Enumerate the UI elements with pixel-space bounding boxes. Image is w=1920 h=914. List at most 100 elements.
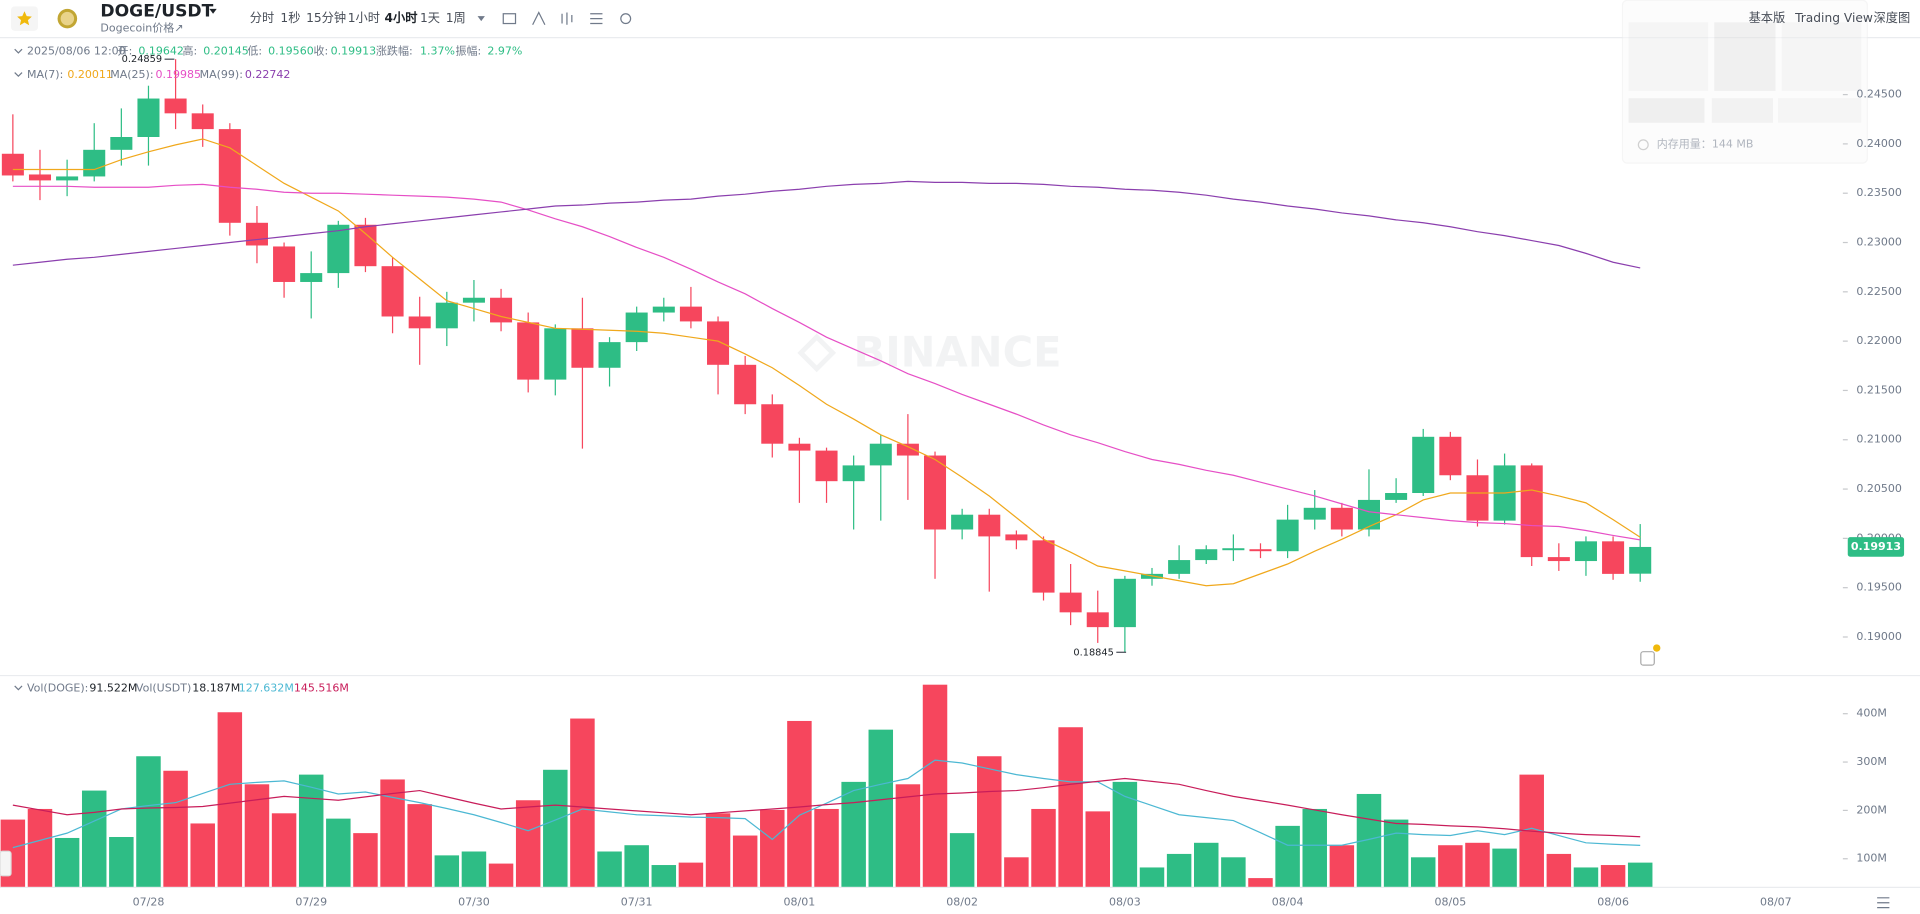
y-tick-label: 100M bbox=[1856, 852, 1887, 865]
volume-bar bbox=[54, 837, 80, 887]
volume-bar bbox=[705, 813, 731, 887]
collapse-icon[interactable] bbox=[14, 685, 23, 691]
indicator-icon[interactable] bbox=[502, 13, 517, 25]
settings-icon[interactable] bbox=[620, 13, 632, 25]
candle-body bbox=[842, 465, 865, 482]
volume-bar bbox=[814, 808, 839, 887]
interval-tab[interactable]: 1小时 bbox=[348, 11, 380, 25]
widget-icon[interactable] bbox=[1640, 651, 1655, 666]
legend-name: Vol(USDT) bbox=[136, 681, 191, 694]
overlay-panel: 内存用量：144 MB bbox=[1621, 0, 1868, 164]
interval-tab[interactable]: 1天 bbox=[420, 11, 440, 25]
candle-body bbox=[978, 514, 1001, 537]
candle-body bbox=[435, 302, 458, 329]
side-handle[interactable] bbox=[0, 850, 12, 877]
volume-bar bbox=[1085, 811, 1110, 887]
last-price: 0.19913 bbox=[1851, 540, 1901, 553]
candle-body bbox=[1303, 507, 1326, 520]
coin-icon-inner bbox=[60, 11, 75, 26]
legend-value: 127.632M bbox=[239, 681, 294, 694]
candle-body bbox=[788, 443, 811, 451]
low-label: 低: bbox=[247, 45, 262, 58]
legend-value: 145.516M bbox=[294, 681, 349, 694]
candle-body bbox=[544, 328, 567, 380]
volume-ma-line bbox=[12, 759, 1641, 849]
collapse-icon[interactable] bbox=[14, 72, 23, 78]
x-tick-label: 08/04 bbox=[1272, 896, 1304, 909]
x-tick-label: 08/07 bbox=[1760, 896, 1792, 909]
candle-body bbox=[1005, 534, 1028, 541]
volume-bar bbox=[1356, 793, 1382, 887]
volume-bar bbox=[163, 770, 188, 887]
info-time: 2025/08/06 12:00 bbox=[27, 45, 126, 58]
candle-body bbox=[354, 224, 377, 267]
axis-settings[interactable] bbox=[1877, 897, 1890, 909]
high-marker: 0.24859 bbox=[122, 54, 162, 65]
interval-tab[interactable]: 1秒 bbox=[280, 11, 300, 25]
candle-body bbox=[1249, 549, 1272, 552]
candle-body bbox=[218, 129, 241, 223]
interval-tab[interactable]: 15分钟 bbox=[306, 10, 346, 25]
widget-badge bbox=[1653, 644, 1661, 652]
x-tick-label: 08/03 bbox=[1109, 896, 1141, 909]
interval-tab[interactable]: 1周 bbox=[446, 11, 466, 25]
candle-body bbox=[1629, 546, 1652, 574]
y-tick-label: 0.22000 bbox=[1856, 334, 1902, 347]
volume-bar bbox=[434, 855, 460, 887]
draw-icon[interactable] bbox=[532, 11, 546, 26]
candle-body bbox=[56, 176, 79, 181]
overlay-thumb bbox=[1711, 98, 1774, 123]
high-label: 高: bbox=[182, 44, 197, 58]
candle-type-icon[interactable] bbox=[561, 12, 573, 25]
volume-bar bbox=[1546, 853, 1572, 887]
more-intervals[interactable] bbox=[477, 16, 485, 22]
legend-value: 18.187M bbox=[192, 681, 240, 694]
y-tick-label: 0.23500 bbox=[1856, 186, 1902, 199]
candle-body bbox=[408, 316, 431, 329]
star-icon bbox=[17, 11, 32, 26]
legend-value: 0.22742 bbox=[245, 68, 291, 81]
interval-tab[interactable]: 分时 bbox=[250, 11, 274, 25]
view-basic[interactable]: 基本版 bbox=[1749, 11, 1786, 25]
volume-bar bbox=[1139, 867, 1165, 887]
volume-bar bbox=[217, 712, 243, 887]
volume-bar bbox=[1627, 862, 1653, 887]
legend-value: 91.522M bbox=[89, 681, 137, 694]
view-depth[interactable]: 深度图 bbox=[1873, 10, 1910, 25]
candle-body bbox=[300, 273, 323, 282]
candle-body bbox=[83, 149, 106, 177]
collapse-icon[interactable] bbox=[14, 48, 23, 54]
ohlc-info: 2025/08/06 12:00 开: 0.19642 高: 0.20145 低… bbox=[14, 44, 522, 691]
x-tick-label: 08/01 bbox=[784, 896, 816, 909]
candle-body bbox=[1, 153, 24, 176]
volume-bar bbox=[1194, 842, 1219, 887]
candle-body bbox=[1222, 548, 1245, 551]
overlay-thumb bbox=[1628, 22, 1709, 91]
change-label: 涨跌幅: bbox=[376, 44, 413, 58]
volume-bar bbox=[190, 823, 215, 887]
candle-body bbox=[137, 98, 160, 137]
memory-usage: 内存用量：144 MB bbox=[1657, 137, 1754, 151]
volume-bar bbox=[326, 818, 351, 887]
volume-bar bbox=[1573, 867, 1599, 887]
volume-bar bbox=[1221, 857, 1246, 887]
pair-subtitle[interactable]: Dogecoin价格↗ bbox=[100, 20, 183, 34]
candle-body bbox=[1574, 541, 1597, 562]
candle-body bbox=[1113, 578, 1136, 628]
volume-bar bbox=[298, 774, 324, 887]
interval-tab[interactable]: 4小时 bbox=[384, 10, 418, 25]
volume-ma-line bbox=[12, 777, 1641, 838]
pair-name[interactable]: DOGE/USDT bbox=[100, 1, 213, 21]
volume-bar bbox=[543, 769, 568, 887]
layout-icon[interactable] bbox=[590, 13, 603, 25]
candle-body bbox=[110, 136, 133, 150]
toolbar-icons bbox=[502, 11, 632, 26]
x-tick-label: 07/31 bbox=[621, 896, 653, 909]
y-tick-label: 0.24000 bbox=[1856, 137, 1902, 150]
legend-value: 0.20011 bbox=[67, 68, 113, 81]
view-tradingview[interactable]: Trading View bbox=[1794, 11, 1873, 25]
candle-body bbox=[1168, 560, 1191, 574]
pair-dropdown[interactable] bbox=[209, 8, 217, 14]
high-value: 0.20145 bbox=[203, 45, 249, 58]
